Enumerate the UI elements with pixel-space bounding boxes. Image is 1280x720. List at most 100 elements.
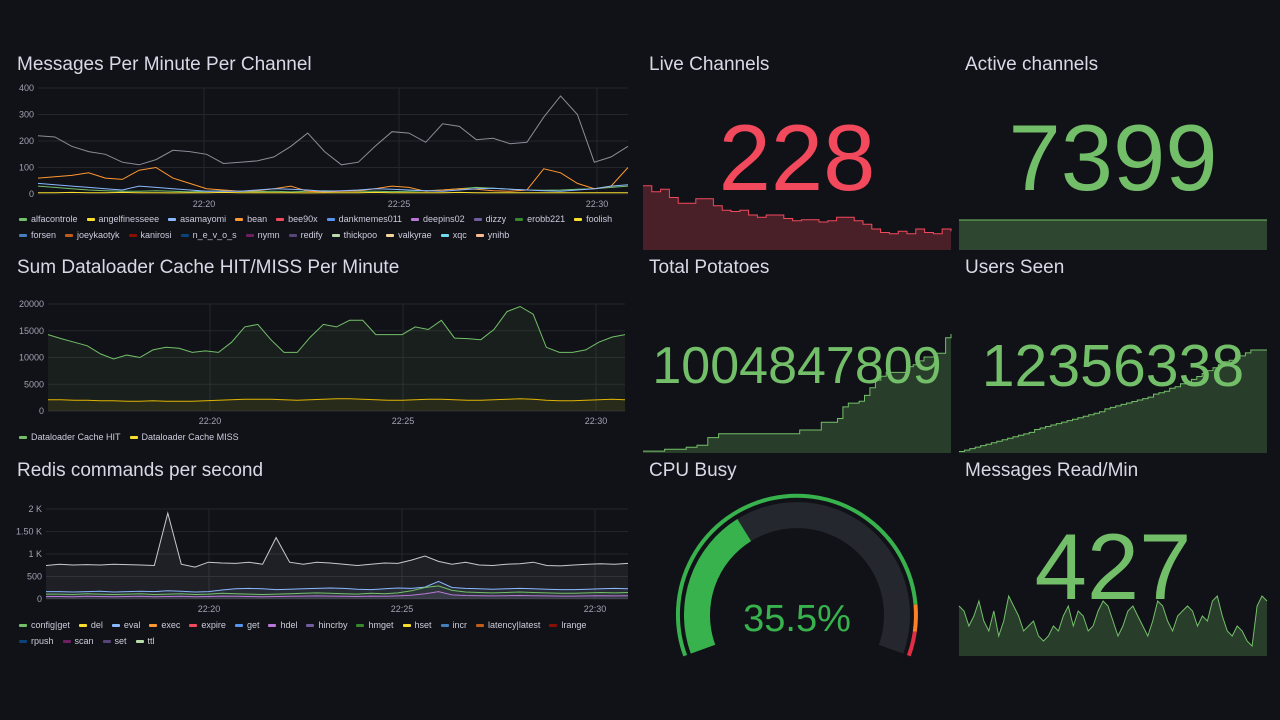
legend-item[interactable]: lrange <box>549 617 586 633</box>
legend-label: thickpoo <box>343 230 378 240</box>
legend-label: rpush <box>31 636 54 646</box>
legend-item[interactable]: dizzy <box>473 211 507 227</box>
legend-item[interactable]: Dataloader Cache HIT <box>19 429 121 445</box>
legend-item[interactable]: set <box>102 633 127 649</box>
panel-title[interactable]: Sum Dataloader Cache HIT/MISS Per Minute <box>17 257 400 278</box>
legend-item[interactable]: Dataloader Cache MISS <box>129 429 239 445</box>
legend-item[interactable]: incr <box>440 617 467 633</box>
legend: config|get del eval exec expire get hdel hincrb… <box>19 617 629 649</box>
legend-label: Dataloader Cache HIT <box>31 432 121 442</box>
series-line <box>37 182 629 192</box>
sparkline-line <box>958 594 1268 648</box>
legend-item[interactable]: hincrby <box>306 617 347 633</box>
legend-item[interactable]: deepins02 <box>411 211 465 227</box>
sparkline-area <box>959 596 1267 656</box>
legend-item[interactable]: n_e_v_o_s <box>180 227 237 243</box>
legend-item[interactable]: config|get <box>19 617 70 633</box>
panel-title[interactable]: Users Seen <box>965 257 1065 278</box>
legend-item[interactable]: latency|latest <box>476 617 540 633</box>
gauge-value: 35.5% <box>743 598 851 640</box>
panel-title[interactable]: CPU Busy <box>649 460 737 481</box>
legend-item[interactable]: hmget <box>356 617 394 633</box>
legend-swatch <box>86 218 95 222</box>
gauge-value-arc <box>684 519 752 654</box>
legend-label: kanirosi <box>140 230 172 240</box>
legend-swatch <box>102 640 111 644</box>
legend-swatch <box>235 218 244 222</box>
legend-item[interactable]: joeykaotyk <box>65 227 120 243</box>
legend-label: dizzy <box>485 214 507 224</box>
legend-label: lrange <box>561 620 587 630</box>
legend-item[interactable]: scan <box>62 633 94 649</box>
legend-label: valkyrae <box>398 230 432 240</box>
series-line <box>45 511 629 568</box>
legend-swatch <box>189 624 198 628</box>
y-tick-label: 15000 <box>19 326 44 336</box>
y-tick-label: 5000 <box>24 379 44 389</box>
legend-swatch <box>386 234 395 238</box>
legend-item[interactable]: erobb221 <box>515 211 565 227</box>
legend-item[interactable]: foolish <box>574 211 612 227</box>
legend-item[interactable]: hdel <box>268 617 297 633</box>
legend-swatch <box>19 624 27 628</box>
legend-item[interactable]: exec <box>149 617 180 633</box>
panel-title[interactable]: Messages Per Minute Per Channel <box>17 54 312 75</box>
legend-item[interactable]: bean <box>235 211 267 227</box>
legend-label: alfacontrole <box>31 214 78 224</box>
panel-title[interactable]: Redis commands per second <box>17 460 264 481</box>
series-line <box>47 305 626 360</box>
legend-label: n_e_v_o_s <box>192 230 237 240</box>
legend-swatch <box>402 624 411 628</box>
legend-label: hincrby <box>318 620 348 630</box>
legend-item[interactable]: xqc <box>440 227 467 243</box>
legend-swatch <box>128 234 137 238</box>
series-line <box>48 398 626 402</box>
legend-label: set <box>114 636 127 646</box>
legend-swatch <box>135 640 144 644</box>
y-tick-label: 200 <box>19 136 34 146</box>
legend-item[interactable]: del <box>78 617 103 633</box>
legend-swatch <box>515 218 524 222</box>
legend-item[interactable]: rpush <box>19 633 54 649</box>
legend-item[interactable]: bee90x <box>276 211 318 227</box>
legend-item[interactable]: nymn <box>245 227 280 243</box>
legend-swatch <box>440 624 449 628</box>
y-tick-label: 300 <box>19 110 34 120</box>
legend-item[interactable]: ynihb <box>475 227 510 243</box>
panel-title[interactable]: Total Potatoes <box>649 257 770 278</box>
x-tick-label: 22:20 <box>198 604 221 614</box>
legend-label: asamayomi <box>180 214 227 224</box>
legend-item[interactable]: hset <box>402 617 432 633</box>
legend-swatch <box>288 234 297 238</box>
legend-item[interactable]: redify <box>288 227 323 243</box>
legend-item[interactable]: thickpoo <box>331 227 378 243</box>
legend-item[interactable]: eval <box>111 617 140 633</box>
legend-label: ynihb <box>487 230 510 240</box>
legend-item[interactable]: asamayomi <box>168 211 226 227</box>
legend-item[interactable]: get <box>234 617 259 633</box>
legend-item[interactable]: forsen <box>19 227 56 243</box>
gauge-threshold-orange <box>912 604 918 632</box>
legend-swatch <box>234 624 243 628</box>
panel-title[interactable]: Messages Read/Min <box>965 460 1139 481</box>
legend-item[interactable]: ttl <box>135 633 155 649</box>
legend-swatch <box>180 234 189 238</box>
legend-label: dankmemes011 <box>338 214 403 224</box>
legend-item[interactable]: angelfinesseee <box>86 211 159 227</box>
legend-item[interactable]: dankmemes011 <box>326 211 403 227</box>
legend-item[interactable]: kanirosi <box>128 227 172 243</box>
panel-title[interactable]: Live Channels <box>649 54 770 75</box>
panel-title[interactable]: Active channels <box>965 54 1099 75</box>
legend-swatch <box>111 624 120 628</box>
legend-item[interactable]: alfacontrole <box>19 211 78 227</box>
legend-item[interactable]: valkyrae <box>386 227 432 243</box>
legend-swatch <box>149 624 158 628</box>
legend-label: scan <box>74 636 94 646</box>
stat-value: 427 <box>1034 514 1192 619</box>
legend-item[interactable]: expire <box>189 617 226 633</box>
